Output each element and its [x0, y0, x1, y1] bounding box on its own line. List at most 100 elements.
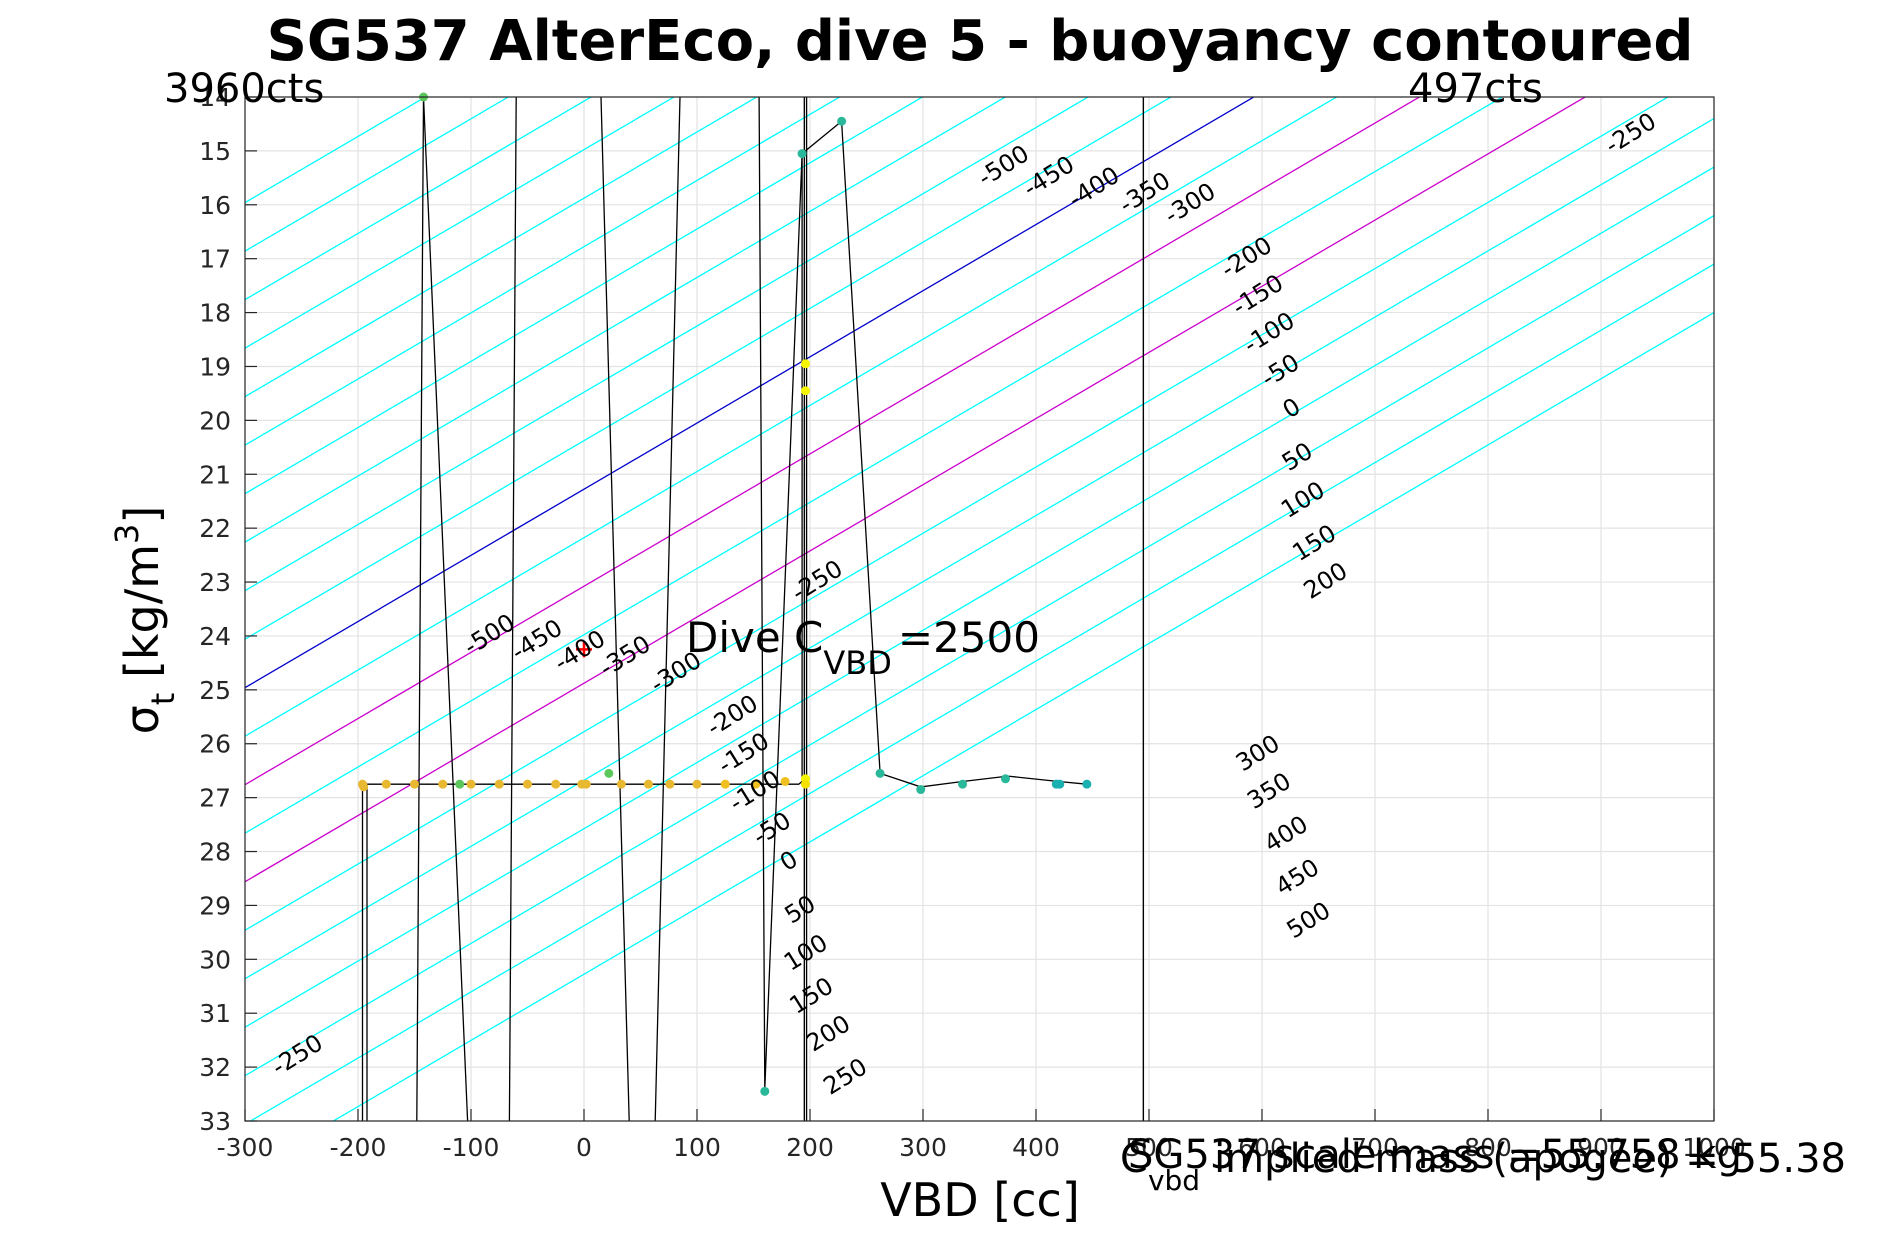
contour-line: [245, 97, 1421, 786]
contour-line: [245, 97, 1587, 883]
implied-mass-c: C: [1120, 1136, 1148, 1182]
dive-cvbd-marker: [576, 641, 592, 658]
contour-line: [249, 263, 1714, 1121]
x-axis-ticks: -300 -200 -100 0 100 200 300 400 500 600 700 800 900…: [217, 1109, 1746, 1162]
y-axis-label: σt [kg/m3]: [108, 506, 182, 735]
data-point: [751, 779, 761, 789]
contour-label: -500: [459, 608, 520, 661]
y-axis-label-symbol: σ: [115, 705, 169, 734]
x-axis-label: VBD [cc]: [880, 1173, 1080, 1227]
y-tick-label: 18: [199, 299, 231, 328]
vbd-limit-lines: [803, 97, 1145, 1121]
data-point: [1082, 779, 1092, 789]
y-tick-label: 22: [199, 514, 231, 543]
implied-mass-sub: vbd: [1148, 1164, 1200, 1197]
contour-line: [245, 97, 1670, 931]
data-point: [381, 779, 391, 789]
dive-cvbd-label: Dive CVBD=2500: [686, 613, 1040, 682]
data-point: [797, 149, 807, 159]
contour-line: [245, 97, 593, 301]
y-axis-label-close: ]: [115, 506, 169, 524]
y-tick-label: 25: [199, 676, 231, 705]
dive-cvbd-label-value: =2500: [898, 613, 1040, 662]
y-tick-label: 21: [199, 460, 231, 489]
y-tick-label: 14: [199, 83, 231, 112]
x-tick-label: 0: [576, 1133, 592, 1162]
data-point: [466, 779, 476, 789]
contour-line: [245, 215, 1714, 1077]
y-axis-label-sub: t: [144, 693, 182, 706]
contour-line: [245, 97, 1007, 543]
y-tick-label: 19: [199, 352, 231, 381]
dive-cvbd-label-sub: VBD: [823, 644, 891, 682]
data-point: [780, 776, 790, 786]
contour-line: [245, 97, 676, 349]
data-markers: [358, 92, 1092, 1096]
data-point: [494, 779, 504, 789]
y-tick-label: 20: [199, 406, 231, 435]
contour-label: 0: [775, 845, 803, 877]
y-tick-label: 16: [199, 191, 231, 220]
y-tick-label: 23: [199, 568, 231, 597]
contour-label: 50: [1277, 437, 1318, 477]
contour-label: 250: [818, 1052, 872, 1100]
y-tick-label: 31: [199, 999, 231, 1028]
y-tick-label: 32: [199, 1053, 231, 1082]
data-point: [410, 779, 419, 789]
trace-line: [508, 97, 517, 1121]
contour-line: [245, 97, 1504, 834]
data-point: [438, 779, 448, 789]
y-axis-label-units: [kg/m: [115, 544, 169, 693]
axes-box: [244, 96, 1715, 1122]
data-point: [958, 779, 968, 789]
trace-line: [416, 97, 469, 1121]
data-point: [455, 779, 465, 789]
x-tick-label: -200: [330, 1133, 387, 1162]
contour-label: 100: [1276, 476, 1330, 524]
data-point: [720, 779, 730, 789]
x-tick-label: 700: [1351, 1133, 1399, 1162]
left-count-label: 3960cts: [164, 66, 324, 112]
data-point: [760, 1086, 770, 1096]
data-point: [581, 779, 591, 789]
trace-line: [600, 97, 630, 1121]
x-tick-label: 500: [1125, 1133, 1173, 1162]
dive-cvbd-label-main: Dive C: [686, 613, 823, 662]
data-point: [551, 779, 561, 789]
x-tick-label: 1000: [1682, 1133, 1746, 1162]
chart-title: SG537 AlterEco, dive 5 - buoyancy contou…: [267, 9, 1694, 74]
contour-labels: -500-450-400-350-300-250-200-150-100-500…: [267, 107, 1661, 1100]
implied-mass-annotation: Cvbd implied mass (apogee) = 55.38: [1120, 1136, 1846, 1197]
data-point: [523, 779, 532, 789]
right-count-label: 497cts: [1408, 66, 1543, 112]
buoyancy-contours: [245, 97, 1714, 1121]
x-tick-label: 200: [786, 1133, 834, 1162]
y-tick-label: 27: [199, 784, 231, 813]
data-point: [916, 785, 926, 795]
data-point: [800, 359, 810, 369]
data-point: [604, 768, 614, 778]
scale-mass-annotation: SG537 scale mass =55.758 kg: [1128, 1132, 1742, 1178]
contour-label: -250: [267, 1029, 328, 1082]
y-tick-label: 28: [199, 838, 231, 867]
grid: [244, 96, 1715, 1122]
y-tick-label: 26: [199, 730, 231, 759]
contour-line: [245, 117, 1714, 980]
contour-line: [245, 166, 1714, 1028]
trace-line: [654, 97, 681, 1121]
data-point: [643, 779, 653, 789]
data-point: [1055, 779, 1065, 789]
contour-label: -50: [748, 806, 796, 851]
data-point: [800, 779, 810, 789]
data-point: [665, 779, 675, 789]
contour-label: 450: [1270, 853, 1324, 901]
contour-line: [245, 97, 510, 252]
y-tick-label: 24: [199, 622, 231, 651]
y-tick-label: 33: [199, 1107, 231, 1136]
contour-line: [245, 97, 924, 495]
data-point: [837, 116, 847, 126]
data-point: [359, 782, 369, 792]
x-tick-label: -300: [217, 1133, 274, 1162]
contour-line: [245, 97, 1173, 640]
contour-line: [245, 97, 759, 398]
